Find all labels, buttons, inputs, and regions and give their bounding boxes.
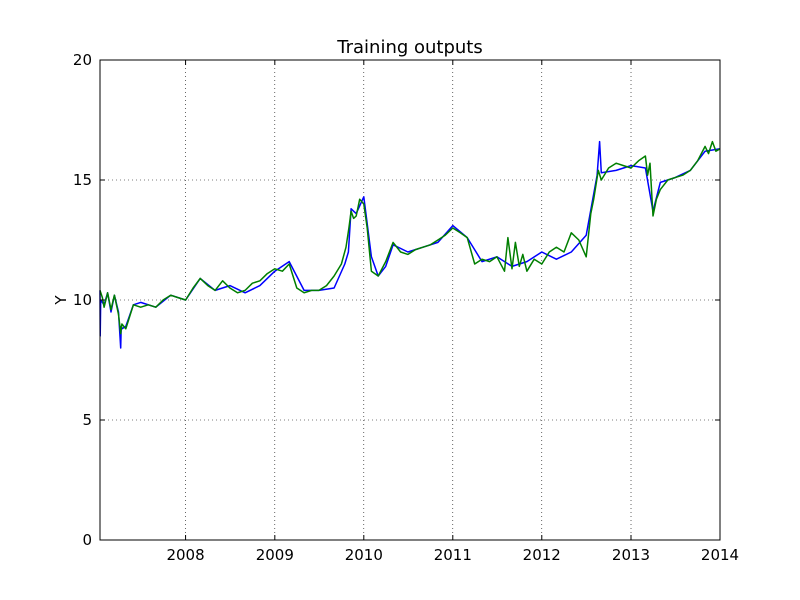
series-layer (99, 140, 721, 349)
y-tick-label: 0 (82, 531, 92, 549)
series-line-2 (99, 140, 721, 335)
x-tick-label: 2011 (434, 546, 472, 564)
y-axis-label: Y (52, 295, 70, 306)
series-line-1 (99, 140, 721, 349)
chart-title: Training outputs (336, 37, 483, 58)
axis-ticks (100, 59, 721, 541)
y-tick-label: 10 (73, 291, 92, 309)
y-tick-label: 15 (73, 171, 92, 189)
y-tick-label: 20 (73, 51, 92, 69)
tick-labels: 2008 2009 2010 2011 2012 2013 2014 0 5 10 15 20 (73, 51, 739, 564)
x-tick-label: 2013 (612, 546, 650, 564)
x-tick-label: 2012 (523, 546, 561, 564)
x-tick-label: 2014 (701, 546, 739, 564)
x-tick-label: 2010 (345, 546, 383, 564)
x-tick-label: 2008 (166, 546, 204, 564)
x-tick-label: 2009 (256, 546, 294, 564)
y-tick-label: 5 (82, 411, 92, 429)
